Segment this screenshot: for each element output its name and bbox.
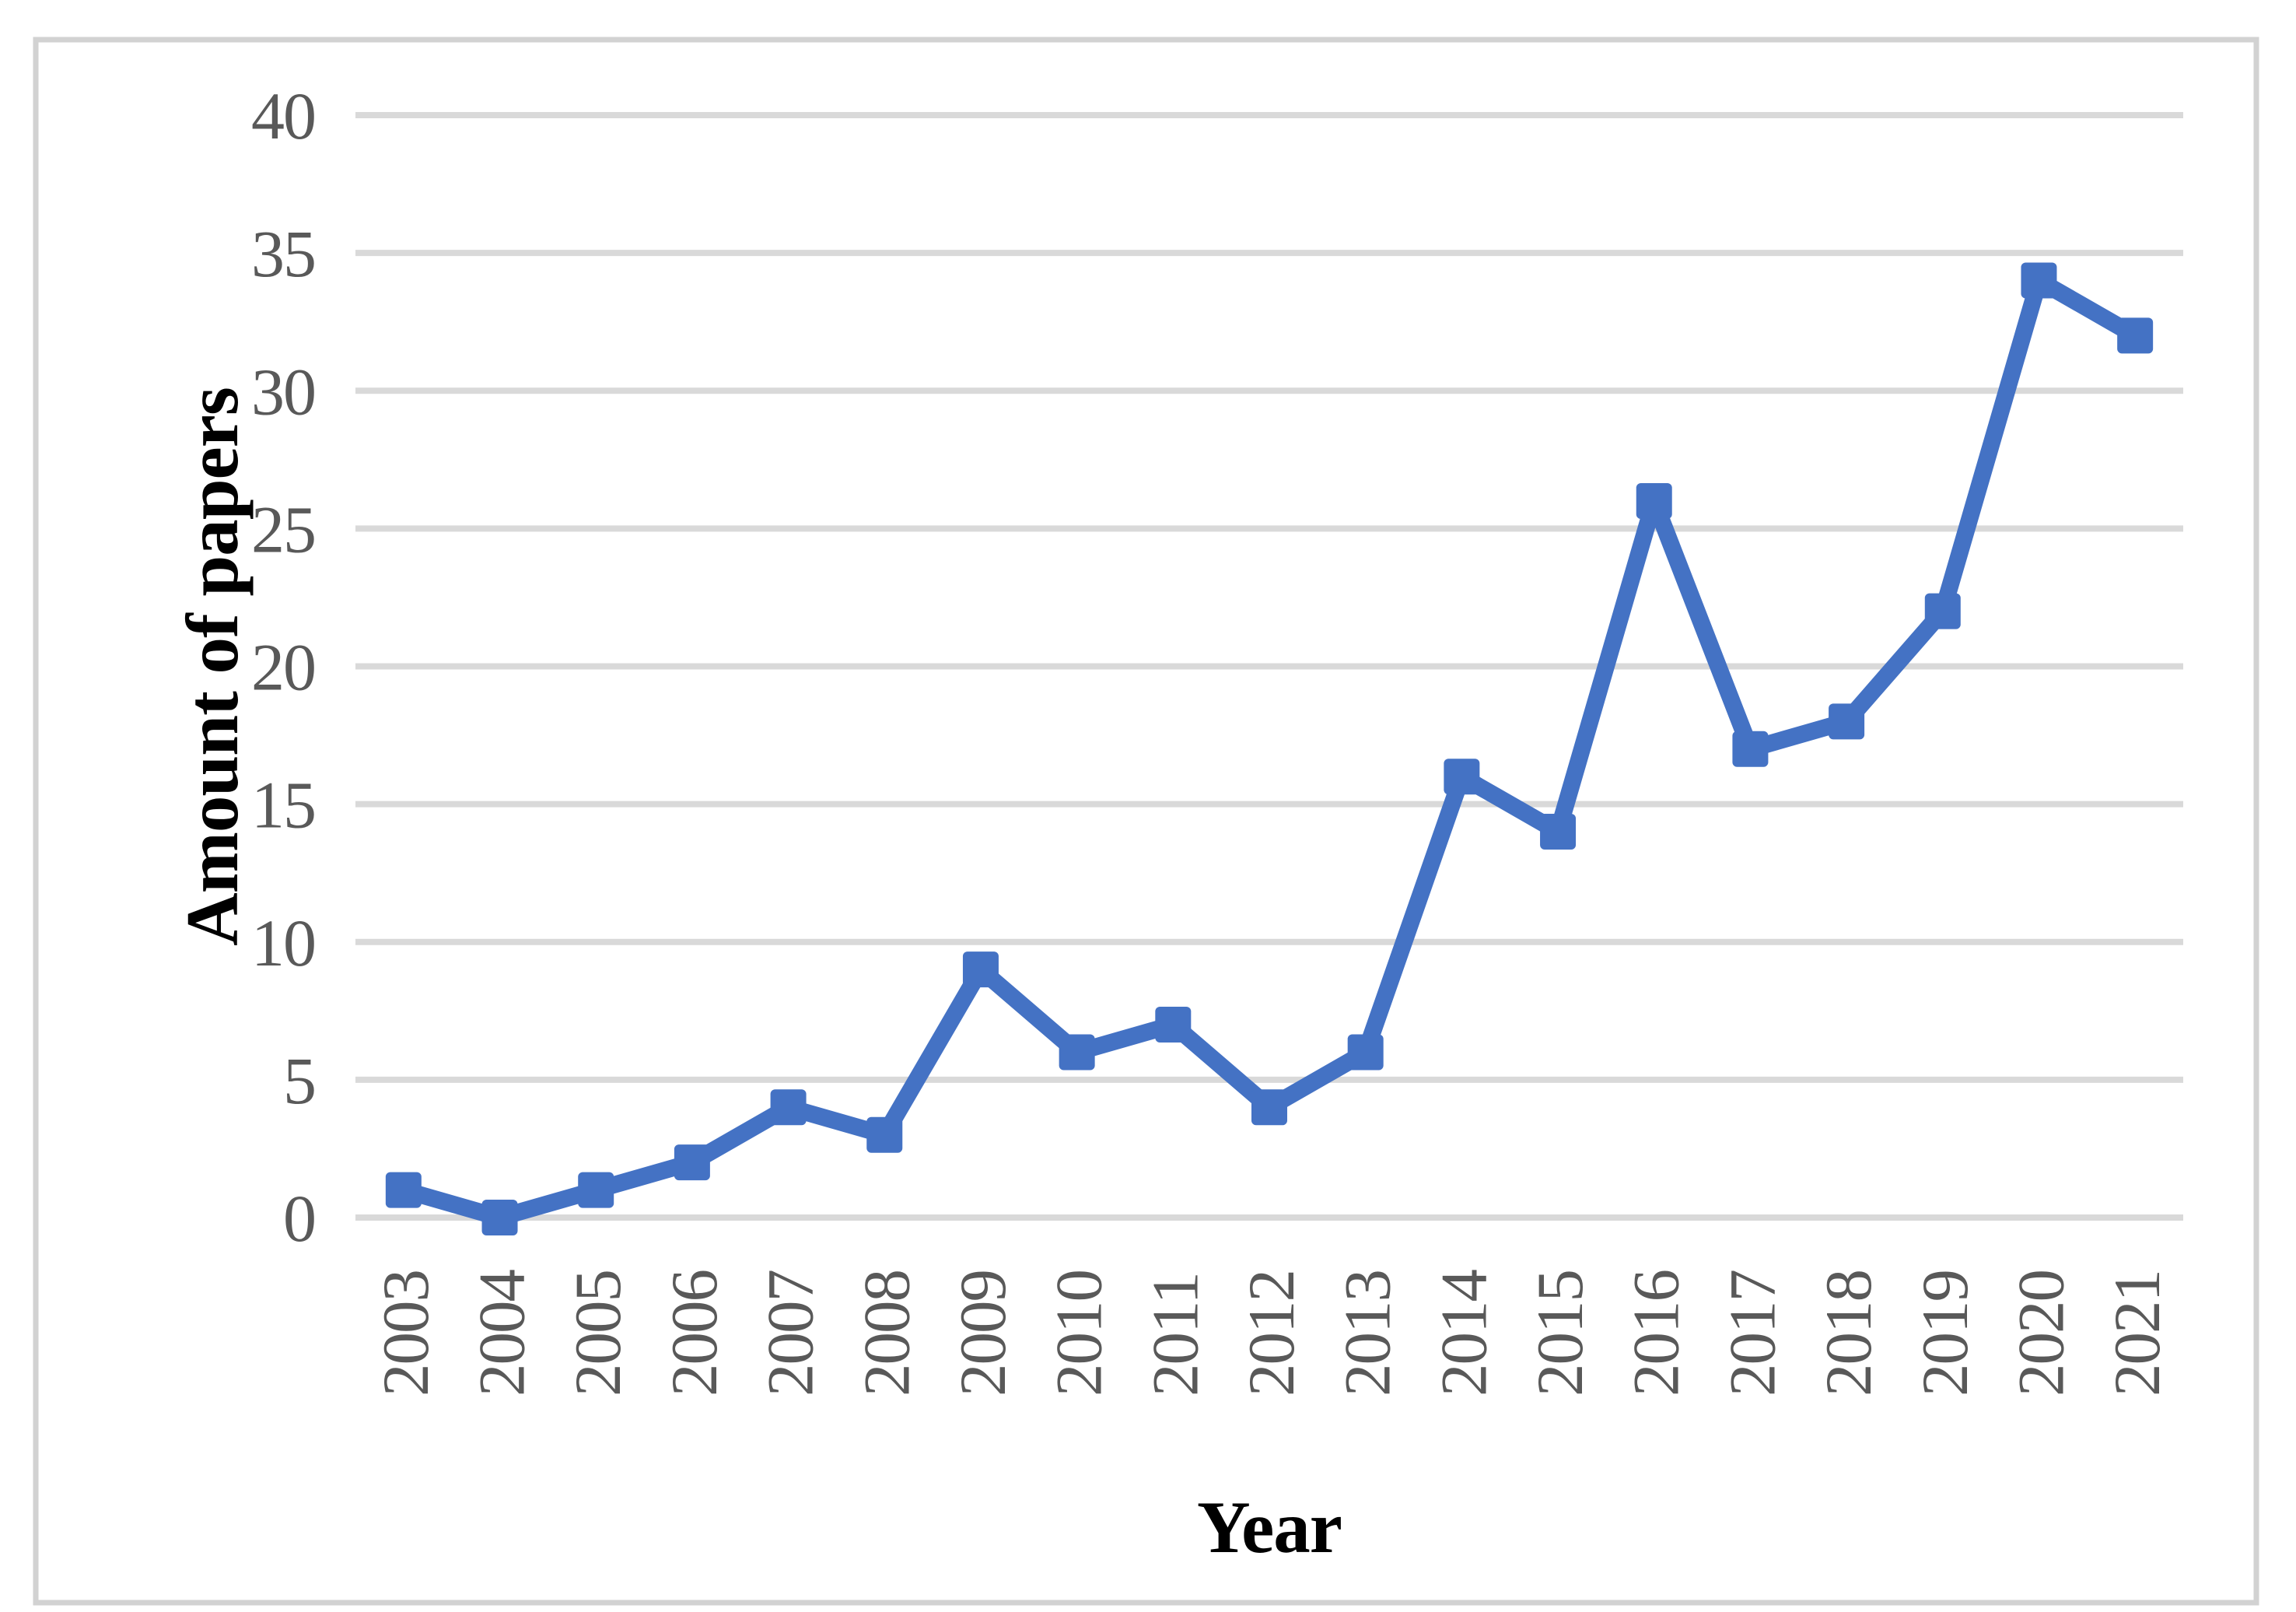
data-point-marker-2009 [962,951,999,988]
data-point-marker-2012 [1251,1089,1287,1126]
x-tick-label-2008: 2008 [850,1270,923,1396]
data-point-marker-2013 [1347,1034,1384,1071]
x-tick-label-2006: 2006 [658,1270,731,1396]
data-point-marker-2007 [770,1089,807,1126]
data-point-marker-2005 [578,1172,614,1208]
x-tick-label-2017: 2017 [1716,1270,1789,1397]
y-tick-label-10: 10 [251,906,315,980]
y-axis-title: Amount of papers [171,387,254,946]
data-point-marker-2006 [674,1144,710,1181]
x-tick-label-2020: 2020 [2004,1270,2077,1396]
data-point-marker-2016 [1636,482,1672,519]
x-tick-label-2015: 2015 [1524,1270,1597,1396]
x-tick-label-2013: 2013 [1332,1270,1405,1396]
y-tick-label-30: 30 [251,354,315,429]
y-tick-label-15: 15 [251,768,315,843]
data-point-marker-2008 [866,1116,903,1153]
y-tick-label-0: 0 [283,1181,315,1256]
y-tick-label-5: 5 [283,1043,315,1118]
x-tick-label-2021: 2021 [2101,1270,2174,1396]
y-tick-label-20: 20 [251,630,315,705]
x-tick-label-2010: 2010 [1043,1270,1116,1396]
x-axis-title: Year [1197,1486,1342,1568]
y-axis-tick-labels: 0 5 10 15 20 25 30 35 40 [251,79,317,1256]
data-point-marker-2018 [1829,703,1865,740]
x-axis-tick-labels: 2003 2004 2005 2006 2007 2008 2009 2010 2011 2012… [369,1270,2174,1397]
x-tick-label-2003: 2003 [369,1270,443,1396]
x-tick-label-2009: 2009 [947,1270,1020,1396]
x-tick-label-2012: 2012 [1235,1270,1308,1396]
y-tick-label-40: 40 [251,79,315,153]
data-point-marker-2019 [1924,593,1961,629]
figure-border [33,37,2259,1606]
x-tick-label-2004: 2004 [466,1270,539,1397]
data-point-marker-2017 [1732,731,1769,767]
gridlines-group [355,112,2183,1221]
data-point-marker-2014 [1444,759,1480,795]
data-point-marker-2004 [481,1200,518,1235]
x-tick-label-2014: 2014 [1427,1270,1500,1397]
data-point-marker-2021 [2117,317,2154,354]
data-point-marker-2003 [385,1172,422,1208]
data-point-marker-2015 [1540,814,1577,850]
x-tick-label-2019: 2019 [1909,1270,1982,1396]
x-tick-label-2007: 2007 [754,1270,828,1397]
x-tick-label-2011: 2011 [1139,1273,1212,1396]
y-tick-label-25: 25 [251,492,315,566]
y-tick-label-35: 35 [251,216,315,291]
data-point-marker-2011 [1155,1007,1192,1043]
series-group [385,262,2154,1235]
x-tick-label-2016: 2016 [1620,1270,1693,1396]
data-point-marker-2010 [1059,1034,1095,1071]
x-tick-label-2018: 2018 [1812,1270,1885,1396]
x-tick-label-2005: 2005 [562,1270,635,1396]
data-point-marker-2020 [2021,262,2057,299]
